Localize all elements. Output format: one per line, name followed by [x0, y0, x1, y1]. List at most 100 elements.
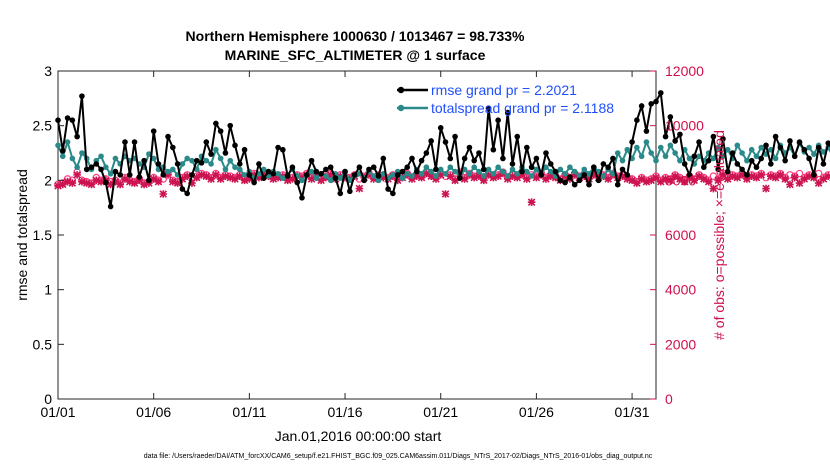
point-rmse [653, 98, 659, 105]
point-totalspread [241, 172, 248, 178]
point-evaluated [159, 190, 168, 198]
point-totalspread [581, 166, 588, 173]
point-totalspread [428, 168, 434, 175]
point-evaluated [819, 175, 828, 183]
point-evaluated [503, 175, 512, 183]
point-evaluated [451, 176, 459, 185]
point-totalspread [150, 155, 157, 162]
point-evaluated [188, 179, 196, 187]
point-evaluated [326, 171, 335, 179]
point-rmse [777, 144, 784, 151]
point-rmse [739, 166, 745, 173]
point-rmse [399, 168, 406, 175]
point-totalspread [476, 168, 482, 175]
point-totalspread [208, 161, 214, 167]
point-evaluated [642, 177, 651, 186]
point-evaluated [460, 175, 469, 183]
point-rmse [787, 138, 793, 144]
point-totalspread [399, 175, 406, 181]
point-rmse [160, 172, 167, 178]
point-evaluated [240, 176, 249, 185]
point-rmse [710, 133, 717, 140]
point-evaluated [116, 180, 124, 189]
point-totalspread [437, 166, 444, 173]
point-totalspread [485, 166, 492, 173]
point-evaluated [140, 180, 148, 189]
point-evaluated [63, 177, 72, 186]
point-rmse [667, 114, 674, 120]
point-evaluated [795, 179, 804, 187]
point-rmse [213, 120, 219, 127]
point-rmse [174, 161, 181, 167]
point-totalspread [533, 166, 540, 173]
point-rmse [260, 175, 267, 181]
point-evaluated [585, 175, 593, 183]
point-evaluated [747, 172, 756, 181]
point-rmse [88, 164, 95, 171]
point-rmse [433, 166, 439, 173]
legend-label-totalspread: totalspread grand pr = 2.1188 [431, 100, 614, 116]
point-rmse [270, 170, 277, 177]
point-rmse [170, 144, 176, 151]
point-evaluated [317, 176, 325, 185]
point-totalspread [280, 175, 286, 181]
point-totalspread [217, 155, 224, 162]
point-evaluated [231, 175, 239, 183]
point-rmse [146, 177, 152, 184]
x-tick-label: 01/06 [136, 404, 171, 420]
point-rmse [327, 164, 334, 171]
point-totalspread [610, 170, 616, 177]
point-rmse [423, 150, 430, 156]
point-evaluated [618, 172, 627, 181]
point-rmse [610, 155, 616, 162]
point-evaluated [700, 175, 708, 183]
point-evaluated [106, 180, 115, 189]
x-tick-label: 01/26 [519, 404, 554, 420]
point-evaluated [518, 171, 526, 179]
point-evaluated [475, 172, 483, 181]
point-totalspread [447, 164, 454, 171]
point-rmse [69, 117, 76, 123]
point-rmse [184, 190, 190, 197]
point-evaluated [704, 177, 713, 186]
point-rmse [385, 186, 391, 192]
point-evaluated [723, 175, 732, 183]
point-rmse [122, 139, 128, 145]
point-totalspread [811, 151, 817, 157]
point-rmse [524, 144, 530, 151]
point-evaluated [121, 175, 129, 183]
point-rmse [691, 153, 698, 160]
point-evaluated [73, 171, 81, 179]
point-rmse [165, 133, 171, 140]
legend-marker-totalspread [397, 104, 405, 112]
point-evaluated [149, 175, 158, 183]
point-evaluated [637, 175, 646, 183]
point-evaluated [130, 179, 139, 187]
point-rmse [437, 125, 444, 131]
point-rmse [758, 155, 765, 162]
point-evaluated [307, 175, 316, 183]
series-rmse [55, 90, 830, 210]
point-rmse [791, 153, 798, 160]
y-tick-label-right: 6000 [665, 227, 696, 243]
point-rmse [820, 161, 827, 167]
point-evaluated [259, 169, 268, 178]
point-totalspread [418, 170, 425, 177]
point-rmse [361, 177, 367, 184]
point-rmse [150, 128, 157, 134]
x-axis: 01/01 01/06 01/11 01/16 01/21 01/26 01/31 [40, 71, 650, 420]
point-rmse [193, 157, 200, 164]
point-rmse [356, 164, 363, 171]
point-totalspread [557, 166, 564, 173]
point-evaluated [709, 184, 718, 193]
point-evaluated [436, 171, 445, 179]
point-rmse [734, 161, 741, 167]
point-rmse [643, 128, 650, 134]
point-evaluated [269, 175, 278, 183]
point-rmse [313, 168, 320, 175]
point-rmse [571, 181, 578, 188]
point-rmse [768, 161, 774, 167]
point-evaluated [814, 179, 823, 187]
x-axis-label: Jan.01,2016 00:00:00 start [275, 428, 442, 444]
point-evaluated [532, 173, 541, 182]
